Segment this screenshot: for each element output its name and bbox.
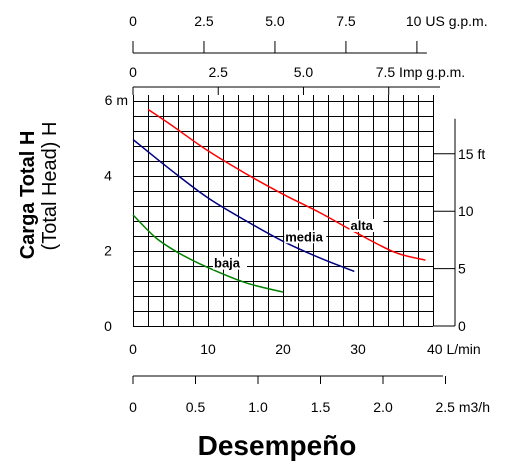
series-curve-alta (147, 108, 426, 261)
m3h-tick-label: 0.5 (186, 399, 206, 415)
left-tick-label: 0 (104, 318, 112, 334)
us-gpm-tick-label: 10 US g.p.m. (406, 13, 488, 29)
right-tick-label: 5 (458, 261, 466, 277)
left-tick-label: 2 (104, 243, 112, 259)
bottom-lmin-tick-label: 0 (129, 341, 137, 357)
m3h-tick-label: 1.0 (248, 399, 268, 415)
series-label-background (213, 256, 247, 270)
series: alta media baja (132, 108, 426, 293)
series-label-media: media (285, 229, 323, 244)
axes (132, 41, 456, 384)
bottom-lmin-tick-label: 20 (275, 341, 291, 357)
series-label-alta: alta (351, 218, 374, 233)
bottom-lmin-tick-label: 40 L/min (427, 341, 481, 357)
series-label-background (284, 230, 327, 244)
series-curve-media (132, 138, 355, 273)
series-label-baja: baja (214, 256, 241, 271)
left-tick-label: 6 m (105, 92, 128, 108)
right-tick-label: 10 (458, 203, 474, 219)
bottom-lmin-tick-label: 30 (350, 341, 366, 357)
us-gpm-tick-label: 7.5 (336, 13, 356, 29)
imp-gpm-tick-label: 5.0 (294, 64, 314, 80)
series-curve-baja (132, 214, 284, 293)
left-tick-label: 4 (104, 167, 112, 183)
right-tick-label: 0 (458, 318, 466, 334)
y-axis-label-primary: Carga Total H (17, 131, 39, 260)
y-axis-label-secondary: (Total Head) H (39, 122, 61, 251)
bottom-lmin-tick-label: 10 (200, 341, 216, 357)
us-gpm-tick-label: 2.5 (194, 13, 214, 29)
us-gpm-tick-label: 0 (129, 13, 137, 29)
chart-title: Desempeño (198, 430, 357, 461)
right-tick-label: 15 ft (458, 146, 485, 162)
m3h-tick-label: 0 (129, 399, 137, 415)
series-label-background (349, 218, 384, 232)
us-gpm-tick-label: 5.0 (265, 13, 285, 29)
m3h-tick-label: 1.5 (311, 399, 331, 415)
imp-gpm-tick-label: 7.5 Imp g.p.m. (376, 64, 465, 80)
imp-gpm-tick-label: 0 (129, 64, 137, 80)
m3h-tick-label: 2.0 (373, 399, 393, 415)
m3h-tick-label: 2.5 m3/h (436, 399, 490, 415)
imp-gpm-tick-label: 2.5 (209, 64, 229, 80)
